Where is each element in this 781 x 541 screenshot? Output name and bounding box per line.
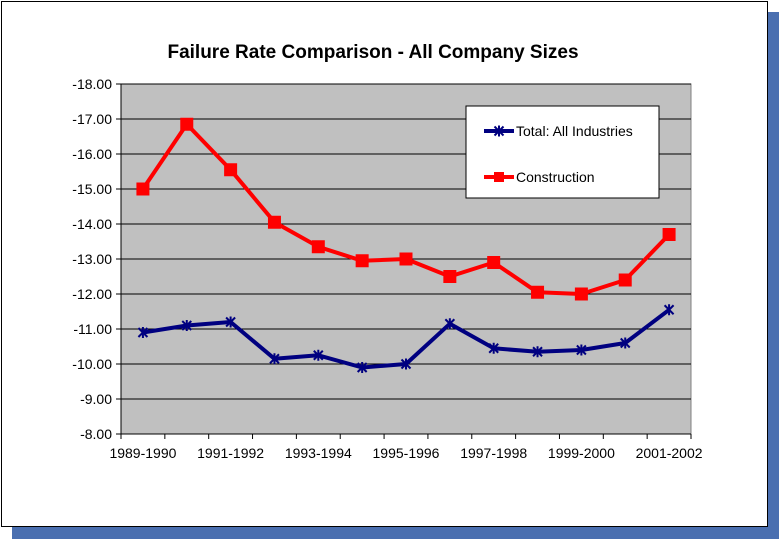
legend-swatch-square bbox=[494, 172, 504, 182]
data-point-square bbox=[311, 240, 325, 254]
x-tick-label: 2001-2002 bbox=[636, 445, 703, 461]
data-point-star bbox=[313, 349, 324, 361]
legend-label: Total: All Industries bbox=[516, 123, 633, 139]
data-point-star bbox=[137, 327, 149, 338]
legend: Total: All Industries Construction bbox=[465, 105, 660, 199]
y-tick-label: -12.00 bbox=[72, 286, 112, 302]
data-point-square bbox=[136, 182, 150, 196]
data-point-square bbox=[618, 273, 632, 287]
y-tick-label: -10.00 bbox=[72, 356, 112, 372]
data-point-star bbox=[444, 318, 456, 330]
data-point-square bbox=[662, 228, 676, 241]
y-tick-label: -11.00 bbox=[73, 321, 112, 337]
data-point-star bbox=[663, 304, 675, 316]
y-tick-label: -9.00 bbox=[80, 391, 112, 407]
y-tick-label: -17.00 bbox=[72, 111, 112, 127]
data-point-square bbox=[180, 117, 194, 131]
data-point-star bbox=[532, 346, 543, 358]
y-tick-label: -13.00 bbox=[72, 251, 112, 267]
legend-item: Total: All Industries bbox=[484, 123, 633, 139]
x-tick-label: 1993-1994 bbox=[285, 445, 352, 461]
chart-title: Failure Rate Comparison - All Company Si… bbox=[167, 42, 578, 63]
data-point-square bbox=[399, 252, 413, 266]
legend-item: Construction bbox=[484, 169, 595, 185]
axes: -18.00 -17.00 -16.00 -15.00 -14.00 -13.00 -12.… bbox=[72, 76, 702, 461]
x-tick-label: 1997-1998 bbox=[460, 445, 527, 461]
data-point-square bbox=[267, 215, 281, 229]
data-point-star bbox=[620, 337, 631, 349]
x-tick-label: 1999-2000 bbox=[548, 445, 615, 461]
data-point-star bbox=[269, 353, 280, 365]
legend-swatch-star bbox=[493, 125, 505, 137]
data-point-star bbox=[356, 362, 368, 373]
series-total-all-industries bbox=[137, 304, 675, 373]
data-point-square bbox=[443, 270, 457, 283]
data-point-star bbox=[181, 320, 192, 331]
x-tick-label: 1995-1996 bbox=[373, 445, 440, 461]
x-tick-label: 1989-1990 bbox=[109, 445, 176, 461]
data-point-square bbox=[355, 254, 369, 268]
y-tick-label: -15.00 bbox=[72, 181, 112, 197]
data-point-star bbox=[488, 342, 499, 354]
data-point-star bbox=[400, 358, 412, 370]
y-tick-label: -18.00 bbox=[72, 76, 112, 92]
series-group bbox=[136, 117, 676, 373]
legend-box bbox=[465, 105, 660, 199]
data-point-star bbox=[576, 344, 587, 356]
data-point-square bbox=[487, 256, 501, 269]
x-tick-label: 1991-1992 bbox=[197, 445, 264, 461]
series-construction bbox=[136, 117, 676, 301]
data-point-square bbox=[531, 285, 545, 299]
legend-label: Construction bbox=[516, 169, 595, 185]
data-point-star bbox=[225, 316, 236, 328]
y-tick-label: -8.00 bbox=[80, 426, 112, 442]
data-point-square bbox=[224, 163, 238, 177]
y-tick-label: -16.00 bbox=[72, 146, 112, 162]
data-point-square bbox=[574, 287, 588, 301]
y-tick-label: -14.00 bbox=[72, 216, 112, 232]
